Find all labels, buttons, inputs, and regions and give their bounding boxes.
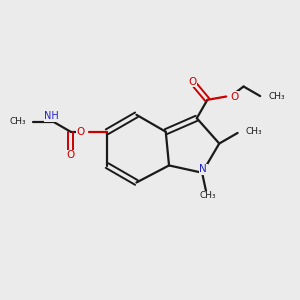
Text: N: N [200,164,207,174]
Text: NH: NH [44,111,59,122]
Text: O: O [188,76,196,87]
Text: CH₃: CH₃ [246,127,262,136]
Text: O: O [231,92,239,101]
Text: CH₃: CH₃ [268,92,285,100]
Text: O: O [67,150,75,160]
Text: O: O [76,127,84,137]
Text: CH₃: CH₃ [10,117,26,126]
Text: CH₃: CH₃ [200,191,216,200]
